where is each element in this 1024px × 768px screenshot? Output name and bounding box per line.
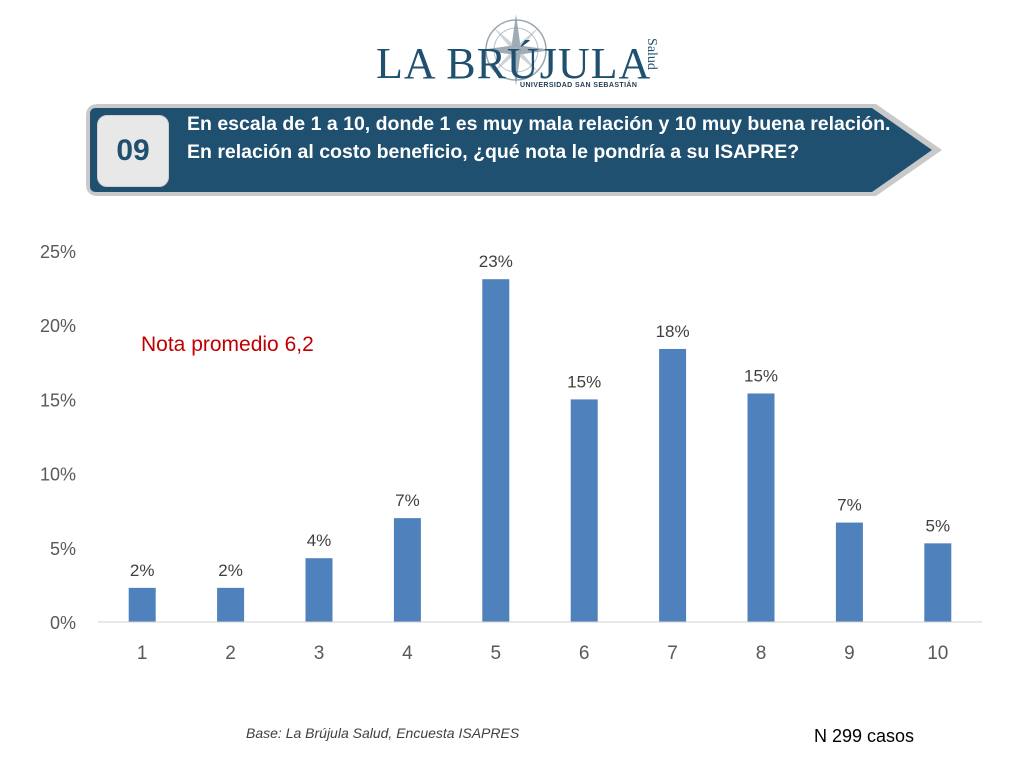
y-tick-label: 20% — [40, 316, 76, 336]
bars — [128, 279, 952, 622]
x-tick-label: 2 — [225, 643, 236, 664]
data-label: 23% — [479, 252, 513, 271]
x-tick-label: 10 — [927, 643, 948, 664]
y-tick-label: 5% — [50, 539, 76, 559]
y-tick-label: 15% — [40, 390, 76, 410]
x-tick-label: 1 — [137, 643, 148, 664]
data-labels: 2% 2% 4% 7% 23% 15% 18% 15% 7% 5% — [130, 252, 950, 580]
data-label: 18% — [656, 322, 690, 341]
bar-chart: 0% 5% 10% 15% 20% 25% 1 2 3 4 5 6 7 8 9 10 2% 2% 4% 7% 23%… — [40, 242, 982, 664]
data-label: 2% — [130, 561, 155, 580]
bar-4 — [393, 518, 421, 622]
bar-3 — [305, 558, 333, 622]
data-label: 5% — [926, 516, 951, 535]
logo-text: LA BRÚJULA — [376, 39, 652, 88]
y-axis: 0% 5% 10% 15% 20% 25% — [40, 242, 76, 633]
logo-tagline: Salud — [644, 38, 659, 70]
y-tick-label: 0% — [50, 613, 76, 633]
y-tick-label: 25% — [40, 242, 76, 262]
x-tick-label: 5 — [491, 643, 502, 664]
x-tick-label: 4 — [402, 643, 413, 664]
source-note: Base: La Brújula Salud, Encuesta ISAPRES — [246, 725, 520, 741]
data-label: 15% — [744, 366, 778, 385]
x-tick-label: 9 — [844, 643, 855, 664]
question-number-badge: 09 — [97, 115, 169, 187]
x-tick-label: 3 — [314, 643, 325, 664]
bar-9 — [835, 522, 863, 622]
question-banner — [86, 104, 942, 196]
sample-size: N 299 casos — [814, 726, 915, 746]
bar-10 — [924, 543, 952, 622]
data-label: 4% — [307, 531, 332, 550]
bar-8 — [747, 393, 775, 622]
question-banner-shape — [90, 108, 932, 192]
x-axis: 1 2 3 4 5 6 7 8 9 10 — [137, 643, 948, 664]
bar-7 — [659, 348, 687, 622]
data-label: 7% — [395, 491, 420, 510]
compass-icon — [480, 14, 552, 86]
data-label: 7% — [837, 496, 862, 515]
logo: LA BRÚJULA Salud UNIVERSIDAD SAN SEBASTI… — [370, 12, 660, 96]
x-tick-label: 7 — [667, 643, 678, 664]
data-label: 2% — [218, 561, 243, 580]
average-annotation: Nota promedio 6,2 — [141, 333, 314, 356]
logo-subtitle: UNIVERSIDAD SAN SEBASTIÁN — [520, 82, 638, 89]
y-tick-label: 10% — [40, 465, 76, 485]
x-tick-label: 6 — [579, 643, 590, 664]
x-tick-label: 8 — [756, 643, 767, 664]
bar-2 — [217, 587, 245, 622]
bar-5 — [482, 279, 510, 622]
question-text: En escala de 1 a 10, donde 1 es muy mala… — [187, 113, 891, 163]
data-label: 15% — [567, 372, 601, 391]
bar-1 — [128, 587, 156, 622]
bar-6 — [570, 399, 598, 622]
